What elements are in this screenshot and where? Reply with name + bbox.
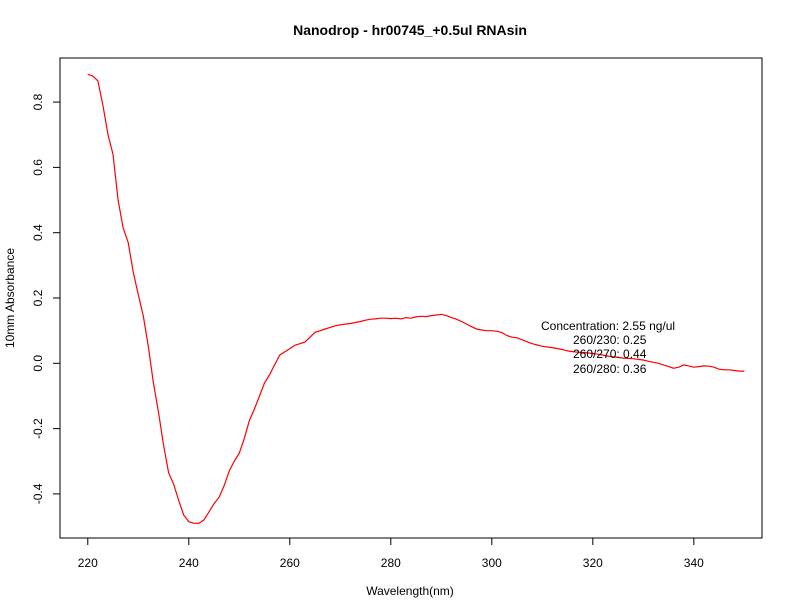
y-tick-label: -0.2 (31, 418, 45, 439)
absorbance-series-line (87, 73, 745, 524)
stats-annotation: Concentration: 2.55 ng/ul 260/230: 0.25 … (541, 319, 675, 376)
y-tick-label: -0.4 (31, 483, 45, 504)
x-tick-label: 240 (179, 556, 199, 570)
plot-frame (59, 57, 763, 539)
y-tick-label: 0.0 (31, 355, 45, 372)
y-axis-label: 10mm Absorbance (3, 248, 17, 348)
y-tick-label: 0.8 (31, 93, 45, 110)
x-tick-label: 320 (583, 556, 603, 570)
x-tick-label: 260 (280, 556, 300, 570)
x-tick-label: 300 (482, 556, 502, 570)
annotation-260-270: 260/270: 0.44 (573, 347, 647, 361)
x-axis-label: Wavelength(nm) (366, 584, 454, 598)
y-axis: -0.4 -0.2 0.0 0.2 0.4 0.6 0.8 (31, 93, 61, 504)
annotation-concentration: Concentration: 2.55 ng/ul (541, 319, 675, 333)
annotation-260-230: 260/230: 0.25 (573, 333, 647, 347)
y-tick-label: 0.6 (31, 159, 45, 176)
y-tick-label: 0.2 (31, 289, 45, 306)
x-tick-label: 340 (684, 556, 704, 570)
x-tick-label: 280 (381, 556, 401, 570)
x-axis: 220 240 260 280 300 320 340 (78, 537, 704, 570)
chart-title: Nanodrop - hr00745_+0.5ul RNAsin (293, 22, 527, 38)
y-tick-label: 0.4 (31, 224, 45, 241)
x-tick-label: 220 (78, 556, 98, 570)
annotation-260-280: 260/280: 0.36 (573, 362, 647, 376)
